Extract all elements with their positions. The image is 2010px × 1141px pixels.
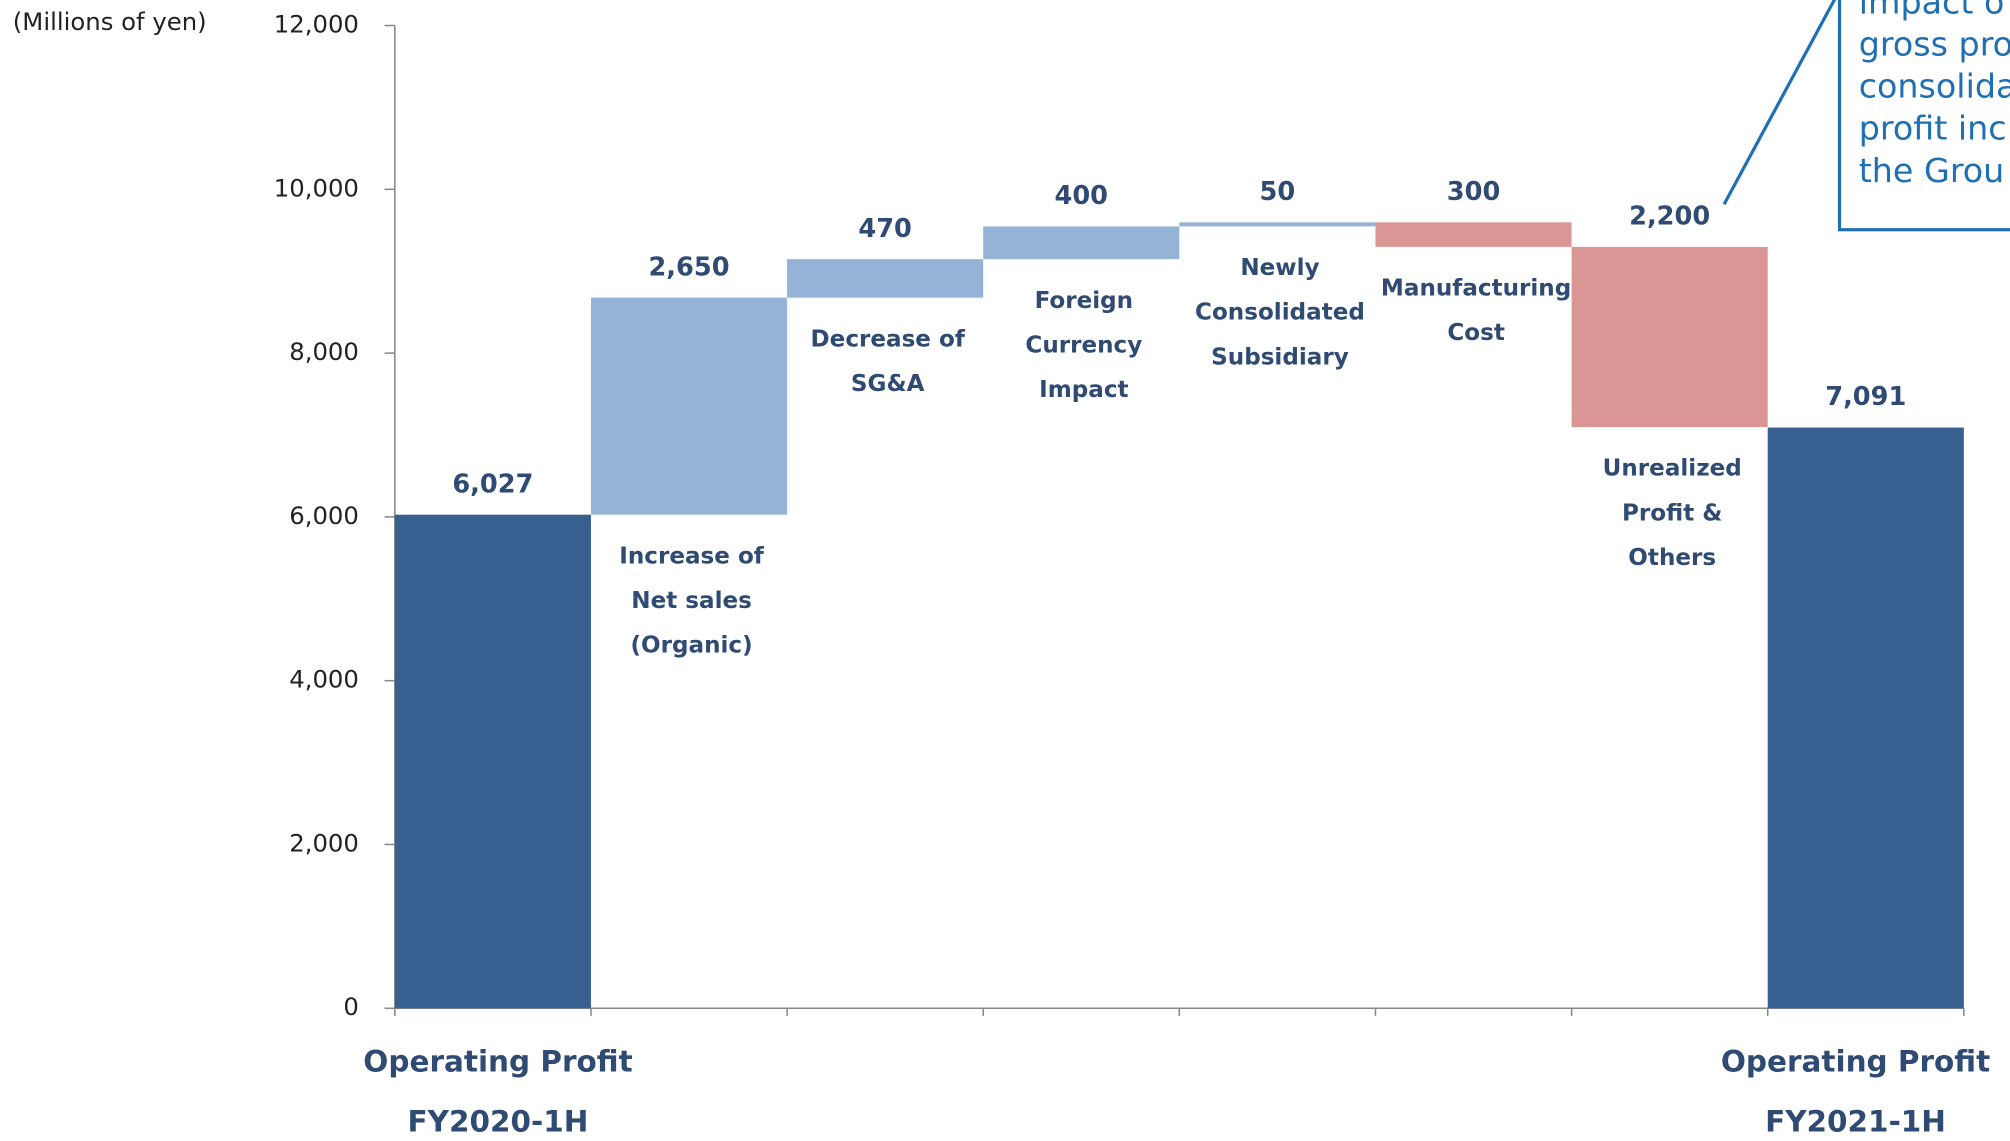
category-label: Currency xyxy=(1025,332,1142,358)
value-label: 7,091 xyxy=(1825,382,1906,412)
y-tick-label: 0 xyxy=(343,992,359,1021)
category-label: Increase of xyxy=(619,543,765,569)
bar xyxy=(787,259,984,298)
bar xyxy=(1375,222,1572,247)
x-tick-label: FY2020-1H xyxy=(408,1105,589,1139)
annotation-box xyxy=(1837,0,2010,232)
y-tick-label: 6,000 xyxy=(289,501,359,530)
x-tick-label: Operating Profit xyxy=(1721,1045,1990,1079)
y-tick-label: 4,000 xyxy=(289,665,359,694)
annotation-text: consolida xyxy=(1859,67,2010,106)
y-tick-label: 10,000 xyxy=(274,173,359,202)
y-tick-label: 2,000 xyxy=(289,829,359,858)
annotation-text: gross pro xyxy=(1859,24,2010,63)
value-label: 400 xyxy=(1055,181,1109,211)
bar xyxy=(590,297,788,515)
category-label: (Organic) xyxy=(630,633,752,659)
category-label: Cost xyxy=(1447,320,1505,346)
value-label: 50 xyxy=(1260,177,1296,207)
y-tick-label: 8,000 xyxy=(289,337,359,366)
value-label: 6,027 xyxy=(452,469,533,499)
x-tick-label: FY2021-1H xyxy=(1765,1105,1946,1139)
bar xyxy=(394,514,591,1009)
category-label: Impact xyxy=(1039,377,1128,403)
annotation-text: profit inc xyxy=(1859,109,2007,148)
value-label: 2,200 xyxy=(1629,202,1710,232)
x-tick-label: Operating Profit xyxy=(363,1045,632,1079)
category-label: Unrealized xyxy=(1603,456,1742,482)
y-axis-label: (Millions of yen) xyxy=(13,7,207,36)
annotation-text: impact o xyxy=(1859,0,2005,21)
category-label: Decrease of xyxy=(811,326,966,352)
value-label: 470 xyxy=(858,214,912,244)
annotation-pointer xyxy=(1722,0,1837,205)
category-label: Manufacturing xyxy=(1381,276,1571,302)
category-label: Net sales xyxy=(631,588,752,614)
bar xyxy=(1571,246,1768,428)
bar xyxy=(983,226,1180,260)
category-label: Subsidiary xyxy=(1211,344,1349,370)
category-label: Consolidated xyxy=(1195,300,1365,326)
category-label: Profit & xyxy=(1622,500,1722,526)
value-label: 300 xyxy=(1447,177,1501,207)
category-label: Newly xyxy=(1240,255,1319,281)
annotation-text: the Grou xyxy=(1859,151,2005,190)
bar xyxy=(1179,222,1376,227)
category-label: SG&A xyxy=(851,371,925,397)
bar xyxy=(1767,427,1964,1009)
y-tick-label: 12,000 xyxy=(274,10,359,39)
category-label: Foreign xyxy=(1035,288,1134,314)
category-label: Others xyxy=(1628,545,1716,571)
value-label: 2,650 xyxy=(648,252,729,282)
